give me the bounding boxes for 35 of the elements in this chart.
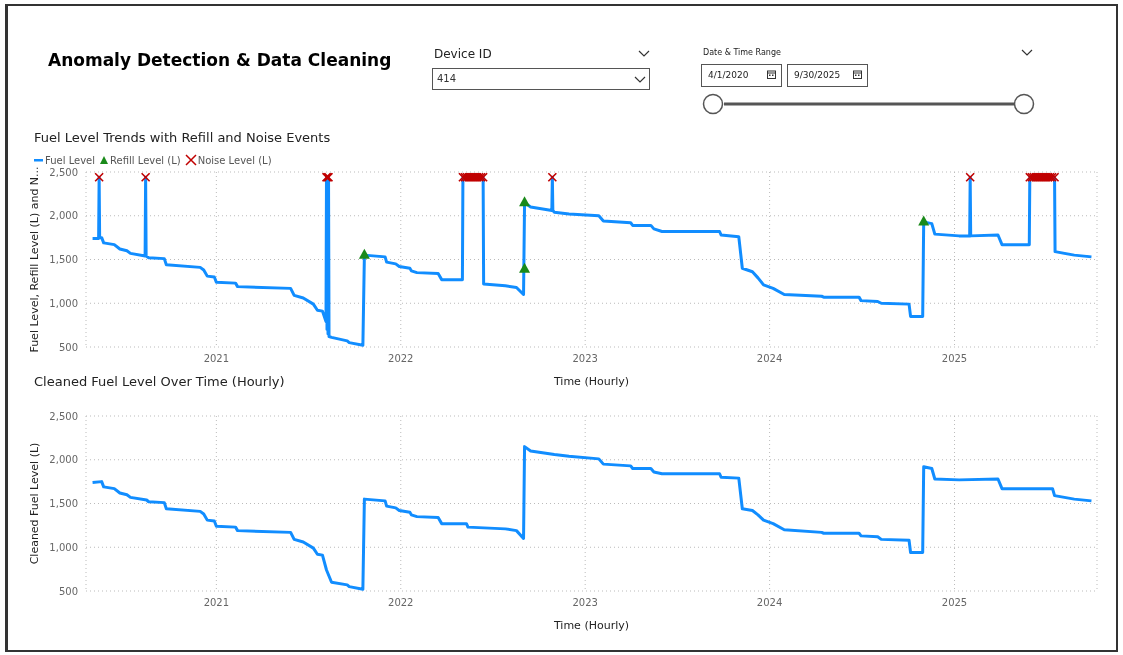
y-tick-label: 2,500 — [49, 410, 78, 422]
legend-label: Noise Level (L) — [196, 154, 272, 166]
x-tick-label: 2021 — [203, 597, 230, 609]
chart-title: Fuel Level Trends with Refill and Noise Events — [34, 130, 331, 145]
legend-label: Refill Level (L) — [109, 154, 181, 166]
y-tick-label: 2,000 — [49, 454, 78, 466]
y-tick-label: 1,000 — [49, 297, 78, 309]
y-axis-title: Cleaned Fuel Level (L) — [27, 442, 41, 565]
y-axis-title: Fuel Level, Refill Level (L) and N... — [27, 166, 41, 353]
text: Device ID — [434, 47, 492, 61]
x-tick-label: 2022 — [388, 353, 414, 365]
y-tick-label: 500 — [58, 585, 78, 597]
x-tick-label: 2025 — [941, 353, 968, 365]
x-tick-label: 2022 — [388, 597, 414, 609]
x-axis-title: Time (Hourly) — [552, 375, 630, 388]
y-tick-label: 500 — [58, 341, 78, 353]
text: 414 — [437, 73, 457, 84]
chart-title: Cleaned Fuel Level Over Time (Hourly) — [34, 374, 285, 389]
x-tick-label: 2023 — [572, 597, 598, 609]
legend-label: Fuel Level — [44, 154, 96, 166]
x-axis-title: Time (Hourly) — [552, 619, 630, 632]
text: Anomaly Detection & Data Cleaning — [48, 50, 392, 70]
x-tick-label: 2024 — [756, 597, 783, 609]
x-tick-label: 2025 — [941, 597, 968, 609]
text: 9/30/2025 — [794, 70, 841, 80]
x-tick-label: 2021 — [203, 353, 230, 365]
text: Date & Time Range — [703, 48, 781, 57]
y-tick-label: 1,000 — [49, 541, 78, 553]
y-tick-label: 2,000 — [49, 210, 78, 222]
x-tick-label: 2024 — [756, 353, 783, 365]
y-tick-label: 2,500 — [49, 166, 78, 178]
x-tick-label: 2023 — [572, 353, 598, 365]
y-tick-label: 1,500 — [49, 498, 78, 510]
y-tick-label: 1,500 — [49, 254, 78, 266]
text: 4/1/2020 — [708, 70, 749, 80]
